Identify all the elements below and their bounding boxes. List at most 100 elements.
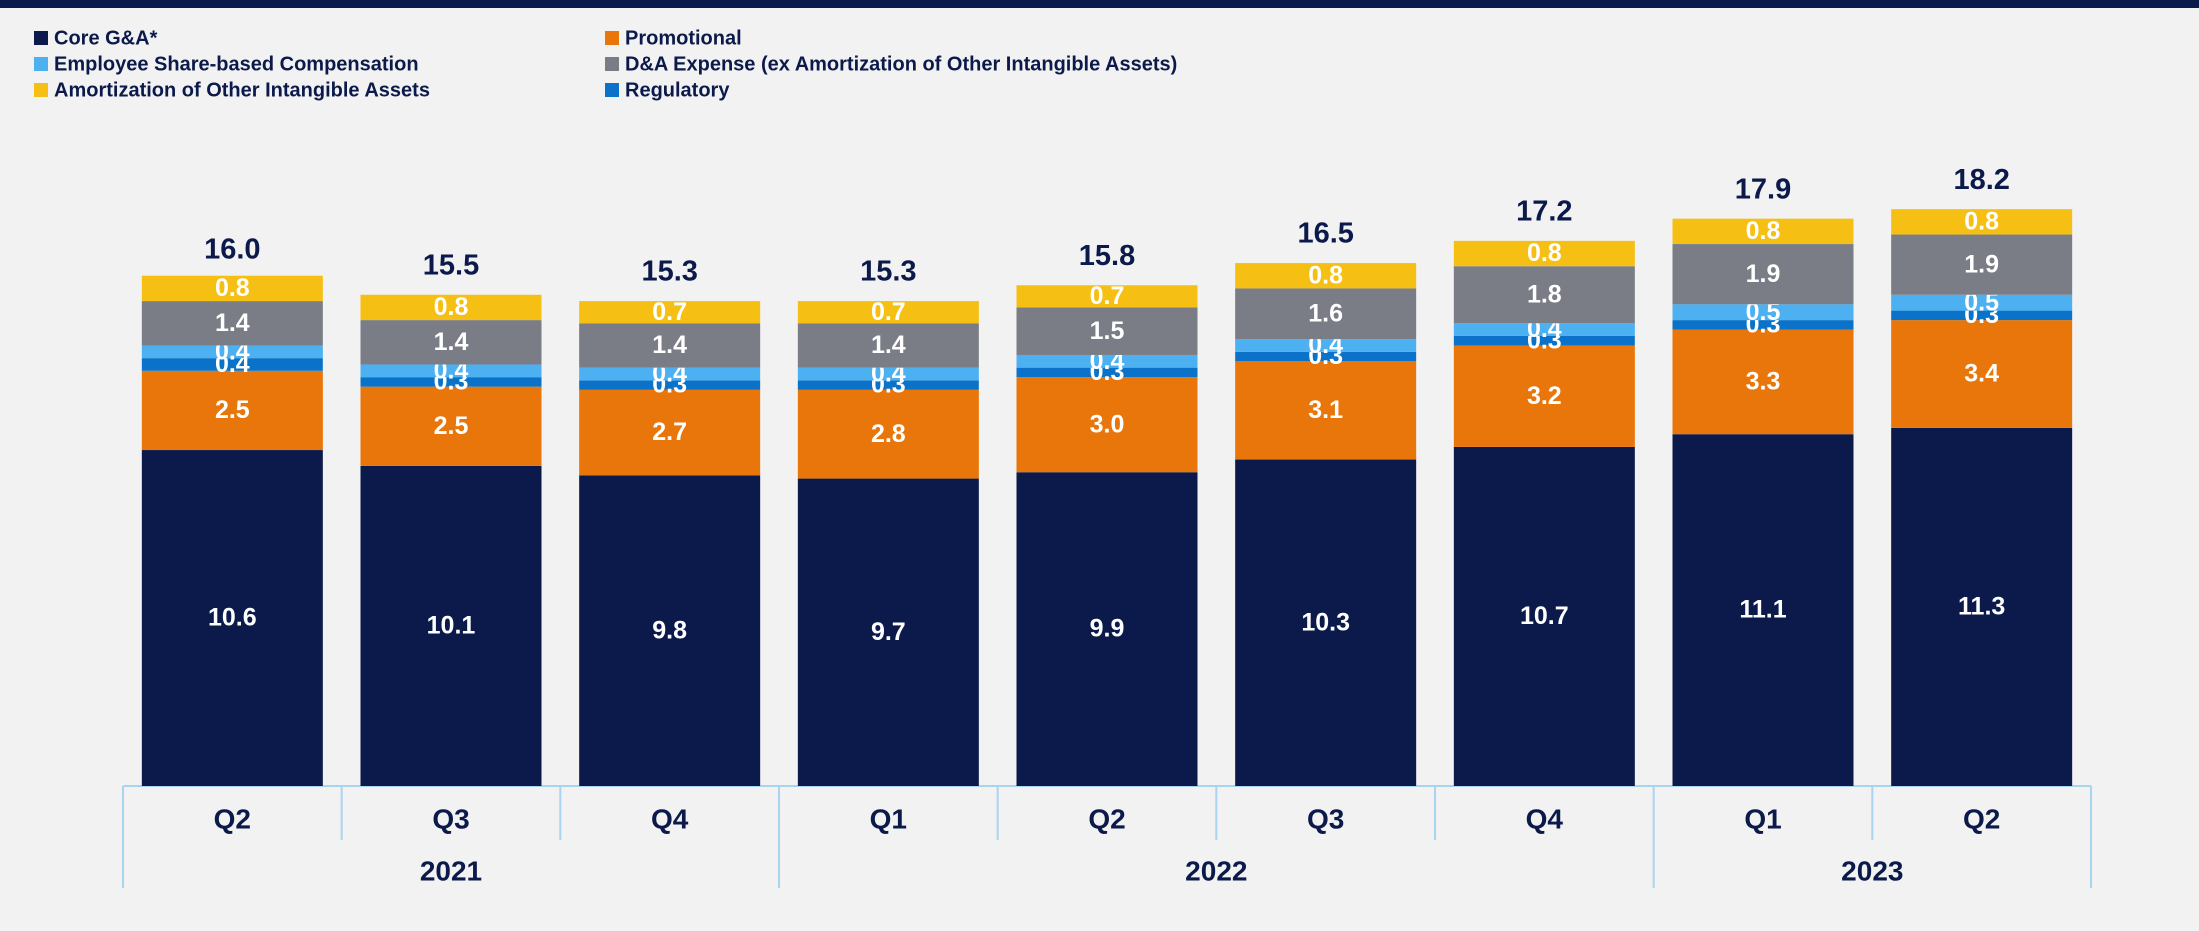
legend-swatch (34, 57, 48, 71)
data-label: 0.7 (652, 298, 687, 326)
bar-segment (1016, 307, 1198, 355)
bar-segment (797, 367, 979, 381)
legend-swatch (605, 57, 619, 71)
bar-segment (1891, 310, 2073, 321)
data-label: 1.4 (434, 328, 469, 356)
bar-segment (1016, 377, 1198, 473)
bar-segment (579, 301, 761, 324)
bar-segment (579, 475, 761, 786)
data-label: 0.8 (215, 274, 250, 302)
data-label: 10.3 (1301, 608, 1350, 636)
bar-segment (797, 301, 979, 324)
bar-segment (360, 377, 542, 387)
bar-segment (360, 294, 542, 321)
bar-segment (1672, 304, 1854, 321)
bar-segment (797, 389, 979, 479)
data-label: 0.8 (1964, 207, 1999, 235)
total-label: 15.3 (860, 256, 916, 288)
bar-segment (141, 450, 323, 786)
bar-segment (1453, 240, 1635, 267)
legend-swatch (34, 31, 48, 45)
data-label: 0.8 (434, 293, 469, 321)
bar-segment (360, 386, 542, 466)
legend-label: Amortization of Other Intangible Assets (54, 79, 430, 101)
bar-segment (1016, 472, 1198, 786)
bar-segment (1235, 459, 1417, 786)
group-label: 2022 (1185, 855, 1247, 886)
data-label: 3.4 (1964, 360, 1999, 388)
total-label: 15.5 (423, 249, 479, 281)
data-label: 1.9 (1746, 260, 1781, 288)
group-label: 2023 (1841, 855, 1903, 886)
data-label: 1.6 (1308, 299, 1343, 327)
data-label: 0.7 (871, 298, 906, 326)
data-label: 2.5 (215, 396, 250, 424)
total-label: 17.9 (1735, 173, 1791, 205)
total-label: 16.0 (204, 234, 260, 266)
bar-segment (360, 364, 542, 378)
data-label: 3.1 (1308, 396, 1343, 424)
bar-segment (1672, 329, 1854, 435)
data-label: 0.7 (1090, 282, 1125, 310)
bar-segment (579, 367, 761, 381)
data-label: 1.8 (1527, 280, 1562, 308)
bar-segment (1453, 335, 1635, 346)
bar-segment (141, 301, 323, 346)
data-label: 11.1 (1739, 596, 1786, 624)
data-label: 2.7 (652, 418, 687, 446)
total-label: 15.3 (641, 256, 697, 288)
data-label: 1.9 (1964, 250, 1999, 278)
bar-segment (1235, 288, 1417, 340)
group-label: 2021 (420, 855, 482, 886)
bar-segment (1016, 354, 1198, 368)
bar-segment (1453, 266, 1635, 324)
data-label: 10.7 (1520, 602, 1569, 630)
bar-segment (1235, 339, 1417, 352)
bar-segment (141, 370, 323, 451)
x-tick-label: Q2 (1963, 803, 2000, 834)
total-label: 18.2 (1953, 164, 2009, 196)
x-tick-label: Q1 (1744, 803, 1781, 834)
bar-segment (579, 323, 761, 368)
bar-segment (1891, 234, 2073, 295)
legend-label: Regulatory (625, 79, 730, 101)
x-tick-label: Q3 (432, 803, 469, 834)
bar-segment (1016, 285, 1198, 308)
bar-segment (1672, 434, 1854, 786)
bar-segment (1891, 427, 2073, 786)
bar-segment (360, 465, 542, 786)
bar-segment (141, 358, 323, 371)
data-label: 11.3 (1958, 593, 2005, 621)
x-tick-label: Q3 (1307, 803, 1344, 834)
bar-segment (141, 345, 323, 359)
legend-swatch (34, 83, 48, 97)
data-label: 0.8 (1308, 261, 1343, 289)
bar-segment (1235, 351, 1417, 362)
total-label: 15.8 (1079, 240, 1135, 272)
data-label: 0.8 (1527, 239, 1562, 267)
data-label: 3.0 (1090, 410, 1125, 438)
data-label: 9.7 (871, 618, 906, 646)
bar-segment (797, 478, 979, 786)
x-tick-label: Q1 (870, 803, 907, 834)
bar-segment (1453, 345, 1635, 447)
bar-segment (1891, 294, 2073, 311)
legend-swatch (605, 83, 619, 97)
x-tick-label: Q4 (1526, 803, 1564, 834)
data-label: 2.5 (434, 412, 469, 440)
bar-segment (360, 320, 542, 365)
data-label: 1.4 (871, 331, 906, 359)
data-label: 10.1 (427, 612, 476, 640)
data-label: 9.8 (652, 616, 687, 644)
top-border (0, 0, 2199, 8)
legend-label: Employee Share-based Compensation (54, 53, 419, 75)
legend-swatch (605, 31, 619, 45)
bar-segment (797, 323, 979, 368)
bar-segment (1891, 320, 2073, 428)
data-label: 1.5 (1090, 317, 1125, 345)
data-label: 10.6 (208, 604, 257, 632)
data-label: 9.9 (1090, 615, 1125, 643)
bar-segment (1453, 323, 1635, 336)
data-label: 1.4 (215, 309, 250, 337)
